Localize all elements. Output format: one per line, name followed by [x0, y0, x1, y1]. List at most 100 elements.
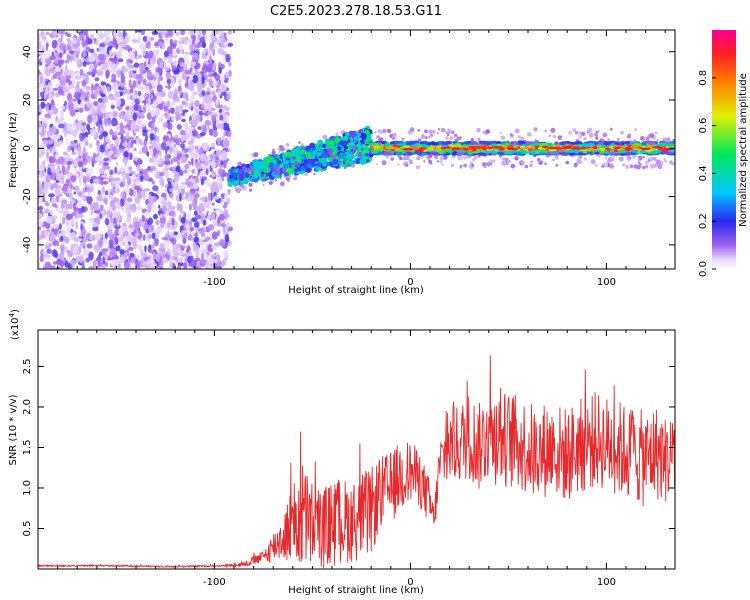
- spectrogram-cell: [163, 31, 167, 37]
- spectrogram-cell: [428, 129, 433, 135]
- spectrogram-cell: [179, 143, 183, 148]
- spectrogram-cell: [147, 234, 153, 239]
- spectrogram-cell: [263, 166, 270, 173]
- spectrogram-cell: [204, 145, 211, 151]
- spectrogram-cell: [42, 249, 45, 256]
- spectrogram-cell: [113, 30, 119, 39]
- spectrogram-cell: [204, 119, 211, 127]
- spectrogram-cell: [97, 253, 102, 260]
- spectrogram-cell: [102, 151, 109, 156]
- spectrogram-cell: [236, 162, 240, 166]
- spectrogram-cell: [599, 147, 606, 151]
- spectrogram-cell: [204, 236, 211, 241]
- spectrogram-cell: [45, 105, 49, 113]
- spectrogram-cell: [192, 231, 195, 239]
- spectrogram-cell: [149, 249, 153, 254]
- spectrogram-cell: [186, 196, 192, 203]
- spectrogram-cell: [94, 68, 97, 75]
- spectrogram-cell: [221, 150, 228, 159]
- spectrogram-cell: [55, 151, 59, 160]
- spectrogram-cell: [578, 154, 583, 159]
- spectrogram-cell: [135, 73, 142, 79]
- spectrogram-cell: [72, 52, 77, 62]
- spectrogram-cell: [279, 164, 284, 168]
- spectrogram-cell: [45, 157, 49, 163]
- spectrogram-cell: [428, 135, 431, 139]
- spectrogram-cell: [79, 136, 84, 142]
- spectrogram-cell: [456, 136, 461, 141]
- spectrogram-cell: [137, 264, 141, 269]
- spectrogram-cell: [53, 228, 58, 236]
- spectrogram-cell: [96, 195, 100, 202]
- spectrogram-cell: [655, 159, 661, 165]
- spectrogram-cell: [188, 203, 192, 211]
- spectrogram-cell: [459, 164, 463, 168]
- spectrogram-cell: [361, 155, 366, 159]
- spectrogram-cell: [449, 136, 454, 141]
- spectrogram-cell: [272, 148, 275, 152]
- spectrogram-cell: [55, 66, 62, 74]
- spectrogram-cell: [102, 143, 107, 148]
- spectrogram-cell: [220, 83, 225, 93]
- spectrogram-cell: [66, 218, 69, 227]
- spectrogram-cell: [101, 186, 105, 193]
- spectrogram-cell: [409, 127, 415, 132]
- spectrogram-cell: [339, 163, 342, 167]
- spectrogram-cell: [552, 158, 555, 162]
- spectrogram-cell: [75, 255, 81, 263]
- spectrogram-cell: [214, 73, 221, 81]
- spectrogram-cell: [65, 167, 70, 175]
- spectrogram-cell: [350, 148, 354, 152]
- spectrogram-cell: [90, 106, 96, 115]
- spectrogram-cell: [163, 160, 171, 165]
- spectrogram-cell: [61, 216, 66, 225]
- spectrogram-cell: [38, 104, 41, 108]
- spectrogram-cell: [64, 104, 68, 110]
- spectrogram-cell: [59, 63, 62, 68]
- spectrogram-cell: [173, 39, 178, 45]
- spectrogram-cell: [122, 241, 126, 246]
- spectrogram-cell: [198, 202, 203, 211]
- spectrogram-cell: [162, 167, 166, 174]
- spectrogram-cell: [641, 142, 647, 146]
- spectrogram-cell: [212, 95, 218, 102]
- spectrogram-cell: [224, 234, 230, 243]
- spectrogram-cell: [393, 140, 399, 145]
- spectrogram-cell: [222, 228, 226, 233]
- spectrogram-cell: [116, 219, 120, 227]
- spectrogram-cell: [142, 35, 148, 42]
- spectrogram-cell: [131, 122, 137, 131]
- spectrogram-cell: [150, 130, 156, 135]
- spectrogram-cell: [142, 94, 148, 98]
- spectrogram-cell: [79, 109, 83, 113]
- spectrogram-cell: [402, 157, 406, 161]
- spectrogram-cell: [161, 200, 168, 206]
- spectrogram-cell: [120, 43, 127, 48]
- spectrogram-cell: [226, 43, 234, 47]
- spectrogram-cell: [179, 90, 182, 96]
- spectrogram-cell: [156, 84, 163, 93]
- spectrogram-cell: [57, 138, 60, 143]
- spectrogram-cell: [172, 51, 177, 57]
- spectrogram-cell: [50, 235, 56, 243]
- spectrogram-cell: [649, 156, 654, 162]
- spectrogram-cell: [485, 129, 491, 134]
- spectrogram-cell: [335, 132, 339, 136]
- spectrogram-cell: [183, 55, 188, 59]
- spectrogram-cell: [66, 129, 73, 135]
- spectrogram-cell: [66, 33, 72, 38]
- spectrogram-cell: [56, 259, 63, 266]
- spectrogram-cell: [338, 152, 346, 159]
- spectrogram-cell: [47, 167, 51, 176]
- spectrogram-cell: [99, 204, 104, 209]
- spectrogram-cell: [45, 52, 51, 59]
- spectrogram-cell: [180, 30, 186, 36]
- spectrogram-cell: [217, 136, 221, 146]
- spectrogram-cell: [39, 71, 42, 76]
- spectrogram-cell: [605, 156, 608, 159]
- spectrogram-cell: [47, 81, 53, 87]
- spectrogram-cell: [166, 222, 171, 229]
- spectrogram-cell: [73, 198, 77, 204]
- spectrogram-cell: [59, 244, 65, 252]
- spectrogram-cell: [173, 60, 177, 66]
